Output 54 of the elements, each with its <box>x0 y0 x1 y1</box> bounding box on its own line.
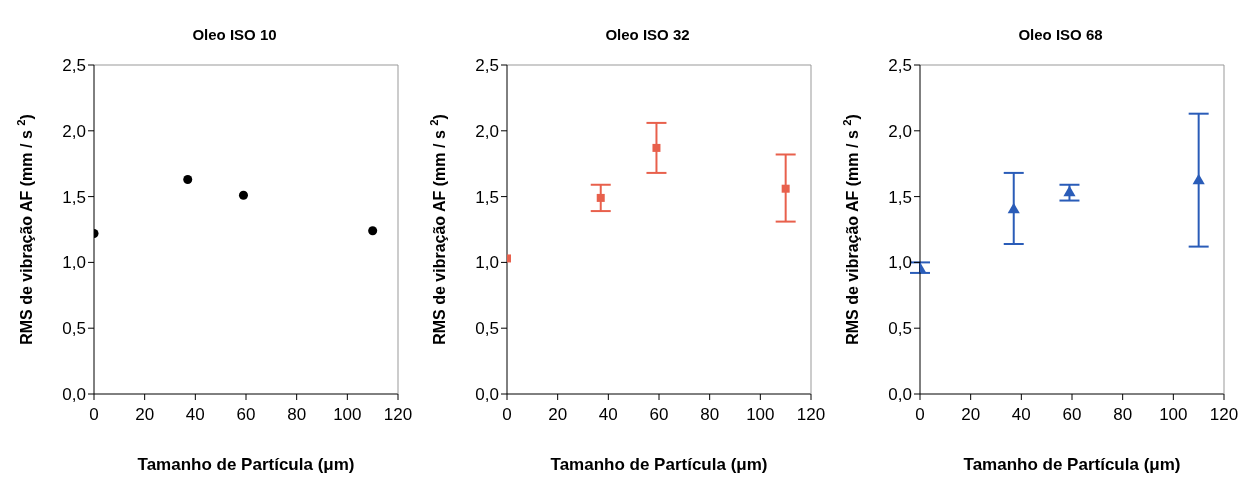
y-tick-label: 2,0 <box>888 121 912 141</box>
point <box>781 184 790 193</box>
point <box>1007 202 1020 214</box>
point <box>1063 185 1076 197</box>
chart-title: Oleo ISO 10 <box>191 25 278 45</box>
x-tick-label: 60 <box>649 405 669 425</box>
point <box>238 190 248 200</box>
x-tick-label: 100 <box>746 405 775 425</box>
y-tick-label: 0,0 <box>62 385 86 405</box>
y-tick-label: 0,0 <box>475 385 499 405</box>
y-tick-label: 0,5 <box>62 319 86 339</box>
chart-title: Oleo ISO 32 <box>604 25 691 45</box>
x-tick-label: 80 <box>287 405 307 425</box>
x-tick-label: 0 <box>915 405 925 425</box>
x-tick-label: 20 <box>135 405 155 425</box>
y-tick-label: 1,5 <box>888 187 912 207</box>
chart-title: Oleo ISO 68 <box>1017 25 1104 45</box>
y-tick-label: 1,0 <box>475 253 499 273</box>
y-tick-label: 1,5 <box>475 187 499 207</box>
y-tick-label: 0,5 <box>888 319 912 339</box>
y-tick-label: 1,0 <box>62 253 86 273</box>
x-tick-label: 80 <box>1113 405 1133 425</box>
x-axis-title: Tamanho de Partícula (μm) <box>550 455 768 474</box>
y-tick-label: 2,5 <box>62 56 86 76</box>
y-tick-label: 0,5 <box>475 319 499 339</box>
x-axis-title: Tamanho de Partícula (μm) <box>963 455 1181 474</box>
x-tick-label: 80 <box>700 405 720 425</box>
y-tick-label: 2,5 <box>888 56 912 76</box>
x-tick-label: 20 <box>548 405 568 425</box>
x-tick-label: 60 <box>1062 405 1082 425</box>
x-axis-title: Tamanho de Partícula (μm) <box>137 455 355 474</box>
y-tick-label: 2,5 <box>475 56 499 76</box>
point <box>1192 173 1205 185</box>
x-tick-label: 40 <box>598 405 618 425</box>
x-tick-label: 100 <box>1159 405 1188 425</box>
y-tick-label: 2,0 <box>475 121 499 141</box>
x-tick-label: 60 <box>236 405 256 425</box>
y-tick-label: 1,5 <box>62 187 86 207</box>
x-tick-label: 120 <box>796 405 826 425</box>
x-tick-label: 20 <box>961 405 981 425</box>
point <box>652 143 661 152</box>
point <box>368 226 378 236</box>
x-tick-label: 0 <box>89 405 99 425</box>
y-tick-label: 2,0 <box>62 121 86 141</box>
y-tick-label: 1,0 <box>888 253 912 273</box>
x-tick-label: 0 <box>502 405 512 425</box>
point <box>183 174 193 184</box>
x-tick-label: 40 <box>185 405 205 425</box>
x-tick-label: 40 <box>1011 405 1031 425</box>
x-tick-label: 120 <box>1209 405 1239 425</box>
y-tick-label: 0,0 <box>888 385 912 405</box>
x-tick-label: 100 <box>333 405 362 425</box>
x-tick-label: 120 <box>383 405 413 425</box>
point <box>596 193 605 202</box>
